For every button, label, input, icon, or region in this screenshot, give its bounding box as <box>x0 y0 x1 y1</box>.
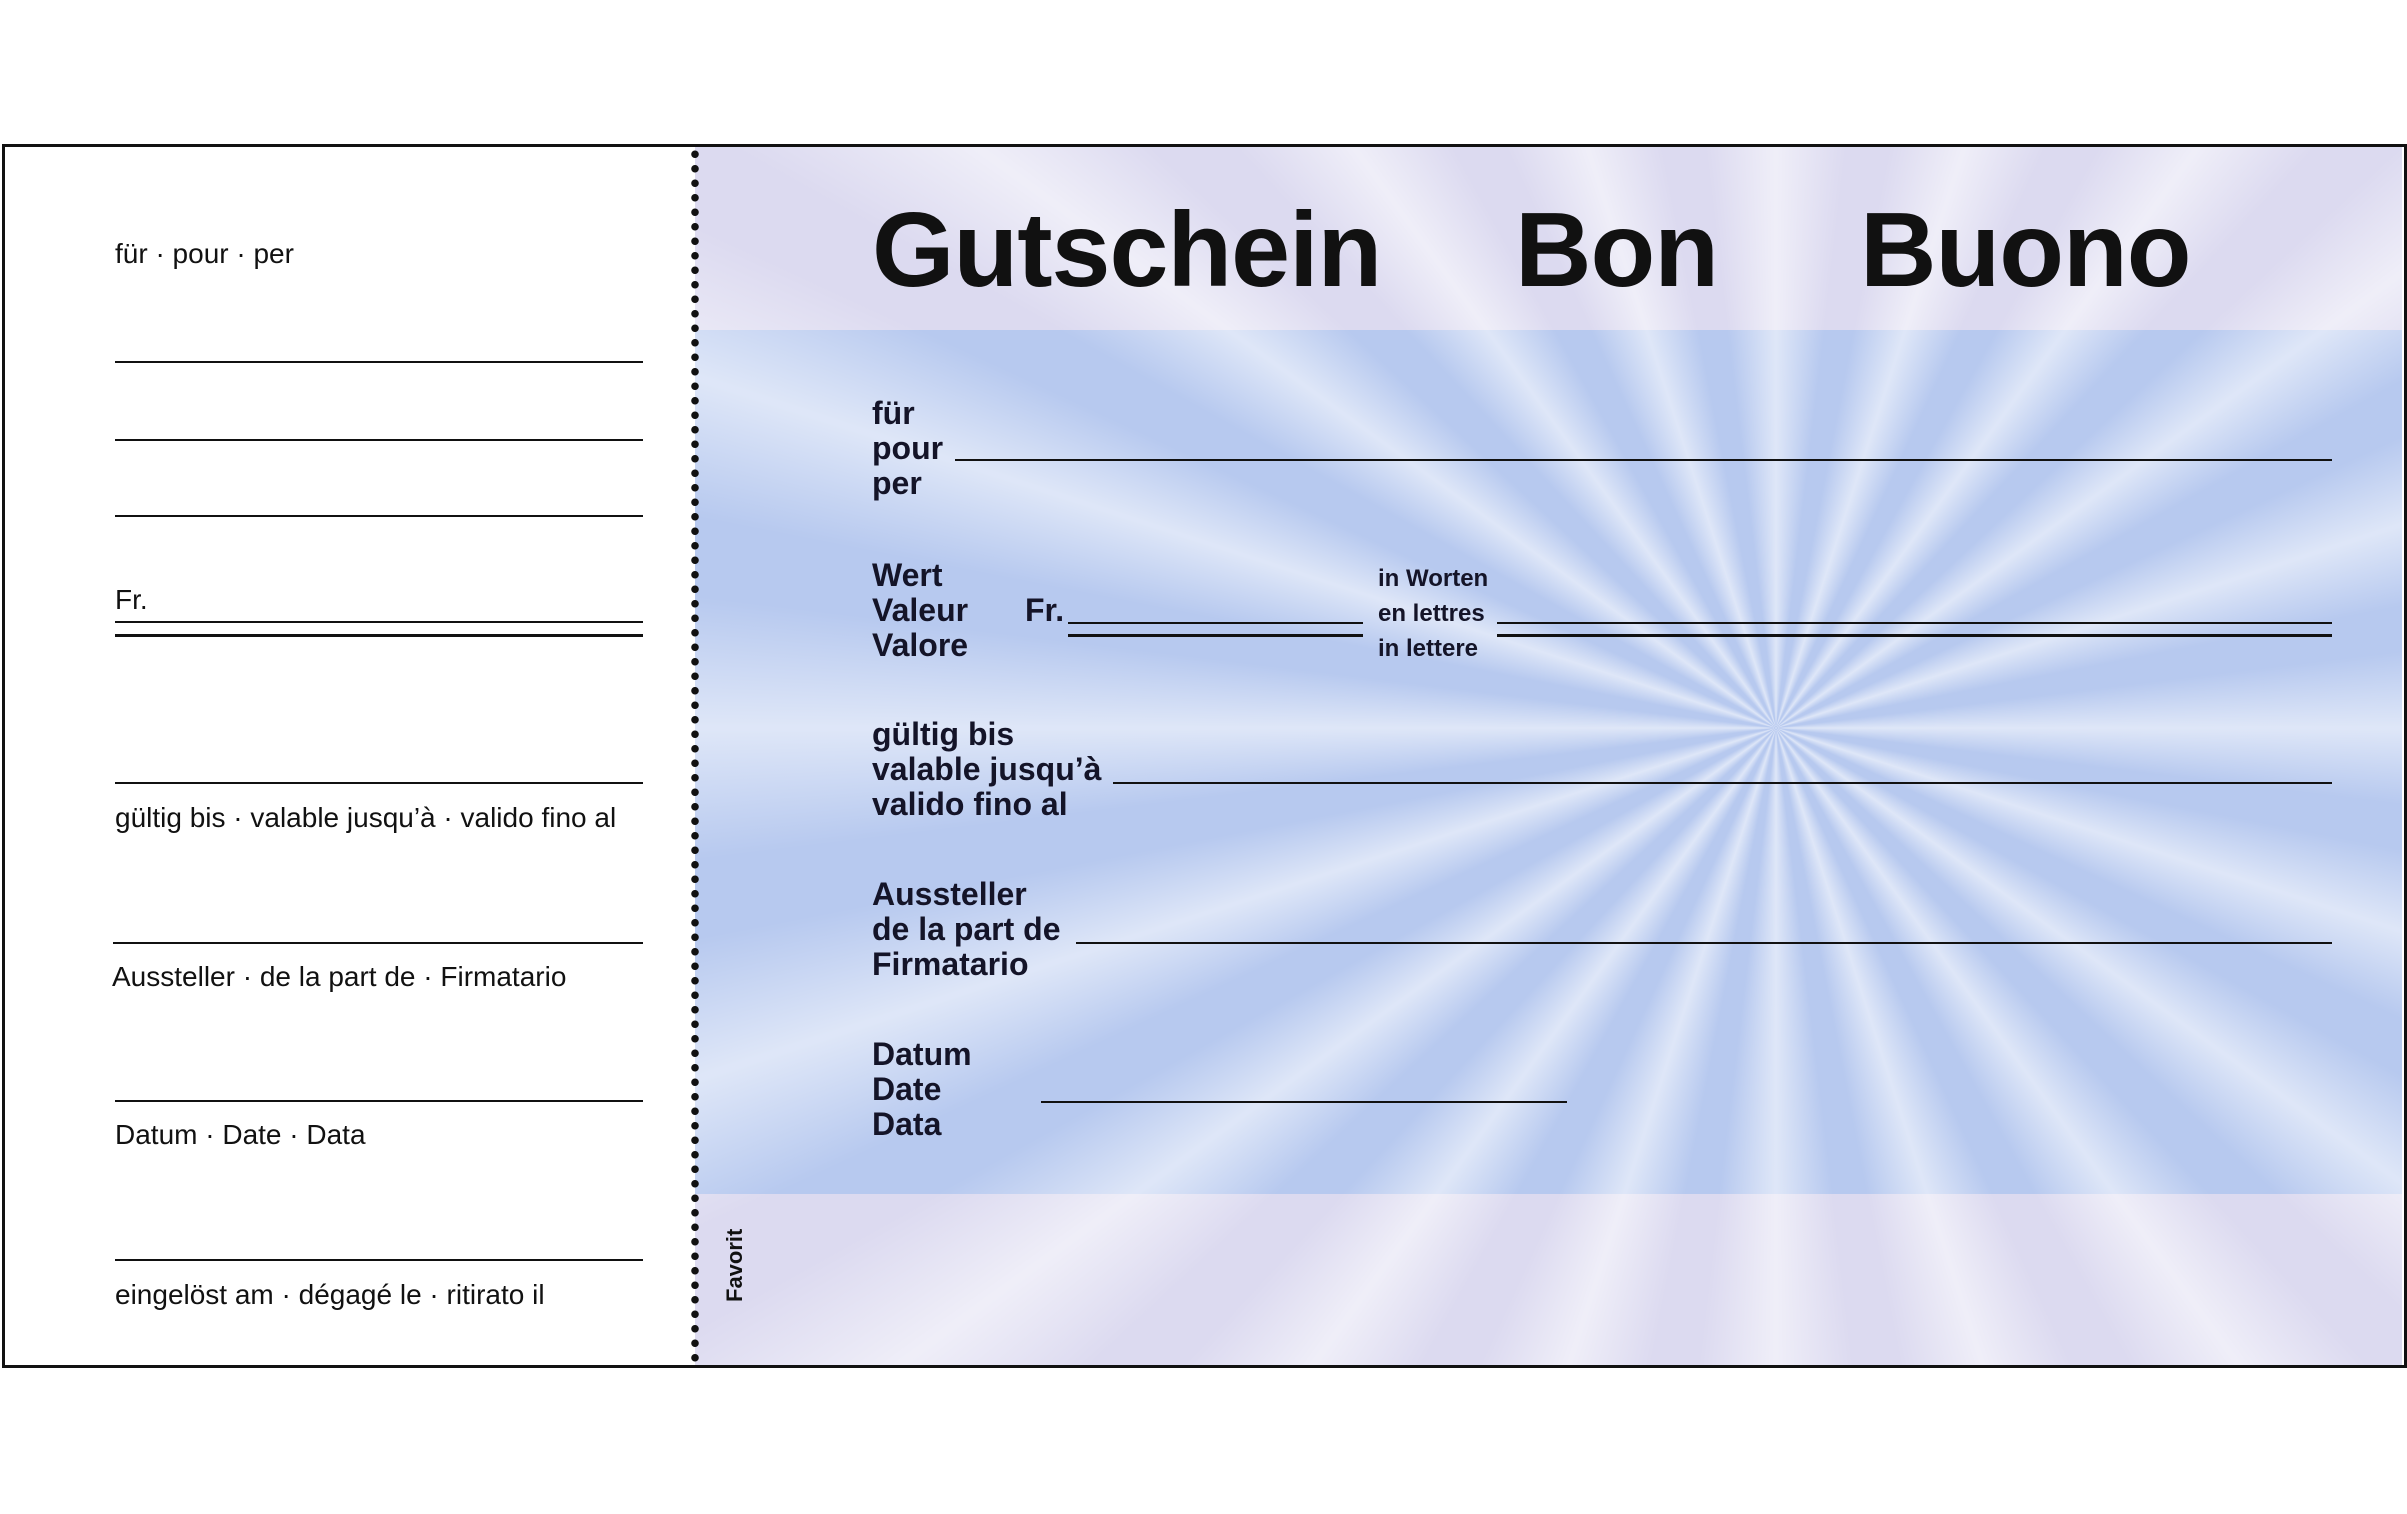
stub-date-label: Datum · Date · Data <box>115 1119 366 1150</box>
for-it: per <box>872 465 922 501</box>
date-field[interactable] <box>1041 1101 1567 1103</box>
stub-for-line-3[interactable] <box>115 515 643 517</box>
stub-date-line[interactable] <box>115 1100 643 1102</box>
stub-amount-underline <box>115 634 643 637</box>
title-buono: Buono <box>1860 191 2192 309</box>
stub-for-label: für · pour · per <box>115 238 294 269</box>
value-label: Wert Valeur Valore <box>872 558 968 663</box>
valid-de: gültig bis <box>872 716 1015 752</box>
perforation-line <box>691 147 699 1365</box>
issuer-label: Aussteller de la part de Firmatario <box>872 877 1061 982</box>
stub-for-line-2[interactable] <box>115 439 643 441</box>
valid-fr: valable jusqu’à <box>872 751 1102 787</box>
amount-words-underline <box>1497 634 2332 637</box>
issuer-de: Aussteller <box>872 876 1027 912</box>
date-de: Datum <box>872 1036 972 1072</box>
stub-valid-line[interactable] <box>115 782 643 784</box>
amount-words-field[interactable] <box>1497 622 2332 624</box>
amount-field[interactable] <box>1068 622 1363 624</box>
valid-label: gültig bis valable jusqu’à valido fino a… <box>872 717 1101 822</box>
voucher-frame <box>2 144 2407 1368</box>
valid-it: valido fino al <box>872 786 1068 822</box>
issuer-it: Firmatario <box>872 946 1029 982</box>
title-gutschein: Gutschein <box>872 191 1382 309</box>
stub-valid-label: gültig bis · valable jusqu’à · valido fi… <box>115 802 617 833</box>
words-it: in lettere <box>1378 635 1479 662</box>
voucher-main <box>695 147 2402 1365</box>
for-field[interactable] <box>955 459 2332 461</box>
value-de: Wert <box>872 557 943 593</box>
stub-redeemed-line[interactable] <box>115 1259 643 1261</box>
words-de: in Worten <box>1378 565 1489 592</box>
stub-amount-label: Fr. <box>115 584 148 615</box>
stub-redeemed-label: eingelöst am · dégagé le · ritirato il <box>115 1279 545 1310</box>
brand-label: Favorit <box>722 1228 747 1302</box>
value-fr: Valeur <box>872 592 969 628</box>
value-it: Valore <box>872 627 969 663</box>
guilloche-starburst <box>695 147 2402 1365</box>
issuer-fr: de la part de <box>872 911 1061 947</box>
for-fr: pour <box>872 430 944 466</box>
stub-issuer-label: Aussteller · de la part de · Firmatario <box>112 961 567 992</box>
currency-label: Fr. <box>1025 592 1065 628</box>
valid-field[interactable] <box>1113 782 2332 784</box>
title-bon: Bon <box>1515 191 1719 309</box>
words-label: in Worten en lettres in lettere <box>1378 561 1488 666</box>
date-it: Data <box>872 1106 942 1142</box>
for-de: für <box>872 395 915 431</box>
date-fr: Date <box>872 1071 942 1107</box>
stub-for-line-1[interactable] <box>115 361 643 363</box>
for-label: für pour per <box>872 396 943 501</box>
stub-issuer-line[interactable] <box>113 942 643 944</box>
issuer-field[interactable] <box>1076 942 2332 944</box>
date-label: Datum Date Data <box>872 1037 972 1142</box>
stub-amount-line[interactable] <box>115 621 643 623</box>
amount-underline <box>1068 634 1363 637</box>
words-fr: en lettres <box>1378 600 1485 627</box>
